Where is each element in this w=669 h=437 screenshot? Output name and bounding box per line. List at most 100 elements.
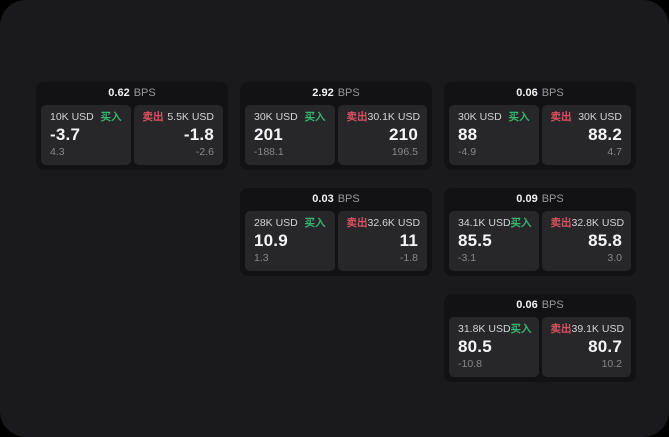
bps-header: 0.06 BPS bbox=[449, 82, 631, 105]
quote-card: 0.09 BPS 34.1K USD 买入 85.5 -3.1 卖出 32.8K… bbox=[444, 188, 636, 276]
quote-panels: 30K USD 买入 201 -188.1 卖出 30.1K USD 210 1… bbox=[245, 105, 427, 165]
bps-header: 0.06 BPS bbox=[449, 294, 631, 317]
buy-side-label: 买入 bbox=[510, 323, 532, 335]
sell-price: 210 bbox=[389, 125, 418, 145]
sell-price: 11 bbox=[399, 231, 418, 251]
sell-panel[interactable]: 卖出 39.1K USD 80.7 10.2 bbox=[541, 317, 631, 377]
buy-panel-top: 34.1K USD 买入 bbox=[458, 217, 532, 230]
bps-unit-label: BPS bbox=[541, 87, 564, 99]
sell-sub-value: -2.6 bbox=[195, 146, 214, 159]
bps-value: 0.03 bbox=[312, 193, 334, 205]
bps-header: 2.92 BPS bbox=[245, 82, 427, 105]
buy-side-label: 买入 bbox=[304, 111, 326, 123]
sell-panel[interactable]: 卖出 32.8K USD 85.8 3.0 bbox=[541, 211, 631, 271]
buy-panel[interactable]: 30K USD 买入 201 -188.1 bbox=[245, 105, 335, 165]
bps-value: 2.92 bbox=[312, 87, 334, 99]
quote-card: 0.03 BPS 28K USD 买入 10.9 1.3 卖出 32.6K US… bbox=[240, 188, 432, 276]
buy-panel-top: 28K USD 买入 bbox=[254, 217, 326, 230]
sell-panel-top: 卖出 39.1K USD bbox=[550, 323, 625, 336]
sell-amount: 32.8K USD bbox=[571, 217, 625, 229]
bps-value: 0.09 bbox=[516, 193, 538, 205]
sell-side-label: 卖出 bbox=[346, 111, 368, 123]
sell-panel-top: 卖出 30.1K USD bbox=[346, 111, 421, 124]
buy-panel[interactable]: 10K USD 买入 -3.7 4.3 bbox=[41, 105, 131, 165]
sell-panel-top: 卖出 5.5K USD bbox=[142, 111, 215, 124]
quote-card: 0.62 BPS 10K USD 买入 -3.7 4.3 卖出 5.5K USD… bbox=[36, 82, 228, 170]
cards-grid: 0.62 BPS 10K USD 买入 -3.7 4.3 卖出 5.5K USD… bbox=[36, 82, 636, 382]
buy-panel-top: 30K USD 买入 bbox=[458, 111, 530, 124]
buy-amount: 30K USD bbox=[458, 111, 502, 123]
buy-side-label: 买入 bbox=[304, 217, 326, 229]
buy-amount: 30K USD bbox=[254, 111, 298, 123]
sell-price: 80.7 bbox=[588, 337, 622, 357]
bps-value: 0.06 bbox=[516, 299, 538, 311]
quote-panels: 10K USD 买入 -3.7 4.3 卖出 5.5K USD -1.8 -2.… bbox=[41, 105, 223, 165]
buy-sub-value: -188.1 bbox=[254, 146, 284, 159]
buy-panel-top: 31.8K USD 买入 bbox=[458, 323, 532, 336]
bps-header: 0.03 BPS bbox=[245, 188, 427, 211]
sell-panel-top: 卖出 32.6K USD bbox=[346, 217, 421, 230]
bps-unit-label: BPS bbox=[133, 87, 156, 99]
bps-unit-label: BPS bbox=[541, 299, 564, 311]
buy-price: 201 bbox=[254, 125, 283, 145]
buy-panel[interactable]: 34.1K USD 买入 85.5 -3.1 bbox=[449, 211, 539, 271]
sell-sub-value: 10.2 bbox=[601, 358, 622, 371]
sell-side-label: 卖出 bbox=[142, 111, 164, 123]
buy-price: 80.5 bbox=[458, 337, 492, 357]
quote-card: 0.06 BPS 31.8K USD 买入 80.5 -10.8 卖出 39.1… bbox=[444, 294, 636, 382]
buy-panel-top: 30K USD 买入 bbox=[254, 111, 326, 124]
sell-price: -1.8 bbox=[183, 125, 214, 145]
buy-price: -3.7 bbox=[50, 125, 81, 145]
sell-amount: 30.1K USD bbox=[367, 111, 421, 123]
sell-panel[interactable]: 卖出 30K USD 88.2 4.7 bbox=[541, 105, 631, 165]
buy-side-label: 买入 bbox=[510, 217, 532, 229]
sell-side-label: 卖出 bbox=[550, 111, 572, 123]
buy-price: 10.9 bbox=[254, 231, 288, 251]
buy-panel[interactable]: 28K USD 买入 10.9 1.3 bbox=[245, 211, 335, 271]
sell-sub-value: -1.8 bbox=[399, 252, 418, 265]
buy-sub-value: 4.3 bbox=[50, 146, 65, 159]
sell-panel[interactable]: 卖出 32.6K USD 11 -1.8 bbox=[337, 211, 427, 271]
quote-panels: 28K USD 买入 10.9 1.3 卖出 32.6K USD 11 -1.8 bbox=[245, 211, 427, 271]
buy-amount: 31.8K USD bbox=[458, 323, 511, 335]
bps-value: 0.62 bbox=[108, 87, 130, 99]
bps-value: 0.06 bbox=[516, 87, 538, 99]
buy-panel[interactable]: 31.8K USD 买入 80.5 -10.8 bbox=[449, 317, 539, 377]
quote-card: 0.06 BPS 30K USD 买入 88 -4.9 卖出 30K USD 8… bbox=[444, 82, 636, 170]
sell-sub-value: 3.0 bbox=[607, 252, 622, 265]
buy-amount: 28K USD bbox=[254, 217, 298, 229]
buy-side-label: 买入 bbox=[508, 111, 530, 123]
bps-header: 0.62 BPS bbox=[41, 82, 223, 105]
sell-price: 88.2 bbox=[588, 125, 622, 145]
buy-side-label: 买入 bbox=[100, 111, 122, 123]
sell-price: 85.8 bbox=[588, 231, 622, 251]
sell-panel[interactable]: 卖出 5.5K USD -1.8 -2.6 bbox=[133, 105, 223, 165]
quote-card: 2.92 BPS 30K USD 买入 201 -188.1 卖出 30.1K … bbox=[240, 82, 432, 170]
sell-amount: 30K USD bbox=[578, 111, 622, 123]
bps-header: 0.09 BPS bbox=[449, 188, 631, 211]
quote-panels: 30K USD 买入 88 -4.9 卖出 30K USD 88.2 4.7 bbox=[449, 105, 631, 165]
buy-panel[interactable]: 30K USD 买入 88 -4.9 bbox=[449, 105, 539, 165]
sell-side-label: 卖出 bbox=[550, 323, 572, 335]
sell-panel[interactable]: 卖出 30.1K USD 210 196.5 bbox=[337, 105, 427, 165]
buy-sub-value: -3.1 bbox=[458, 252, 477, 265]
quote-panels: 34.1K USD 买入 85.5 -3.1 卖出 32.8K USD 85.8… bbox=[449, 211, 631, 271]
buy-sub-value: -10.8 bbox=[458, 358, 482, 371]
sell-side-label: 卖出 bbox=[346, 217, 368, 229]
buy-panel-top: 10K USD 买入 bbox=[50, 111, 122, 124]
bps-unit-label: BPS bbox=[337, 87, 360, 99]
sell-amount: 39.1K USD bbox=[571, 323, 625, 335]
buy-price: 85.5 bbox=[458, 231, 492, 251]
sell-panel-top: 卖出 32.8K USD bbox=[550, 217, 625, 230]
sell-sub-value: 4.7 bbox=[607, 146, 622, 159]
buy-sub-value: -4.9 bbox=[458, 146, 477, 159]
sell-amount: 5.5K USD bbox=[167, 111, 214, 123]
sell-side-label: 卖出 bbox=[550, 217, 572, 229]
sell-panel-top: 卖出 30K USD bbox=[550, 111, 623, 124]
buy-sub-value: 1.3 bbox=[254, 252, 269, 265]
quote-panels: 31.8K USD 买入 80.5 -10.8 卖出 39.1K USD 80.… bbox=[449, 317, 631, 377]
buy-amount: 10K USD bbox=[50, 111, 94, 123]
bps-unit-label: BPS bbox=[541, 193, 564, 205]
